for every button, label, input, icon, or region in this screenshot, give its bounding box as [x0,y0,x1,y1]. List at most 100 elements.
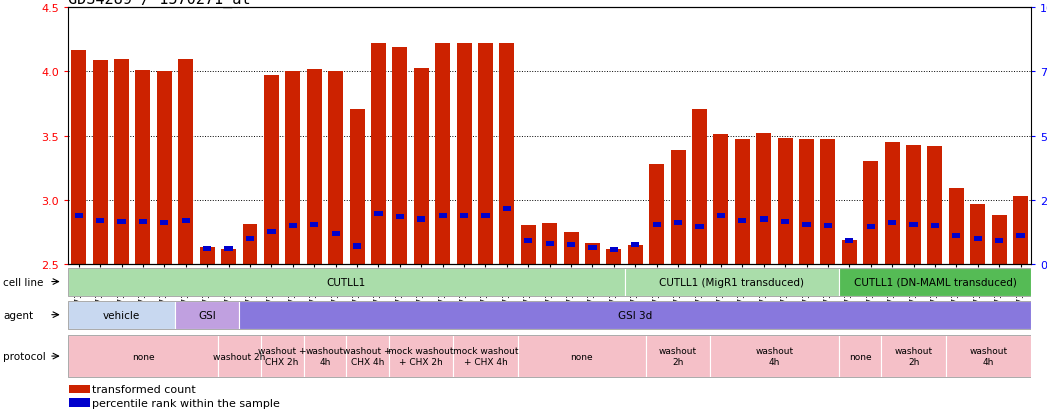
Bar [821,140,836,264]
Bar [353,244,361,249]
Bar [974,236,982,241]
Bar [182,218,190,223]
Bar [460,213,468,218]
Bar [328,72,343,264]
Bar [200,248,215,264]
Bar [439,213,447,218]
Bar [652,222,661,227]
Bar [417,217,425,222]
Text: none: none [849,352,871,361]
Bar [625,268,839,296]
Text: none: none [132,352,154,361]
Bar [717,213,725,218]
Bar [864,162,878,264]
Bar [1017,234,1025,239]
Bar [671,150,686,264]
Bar [588,245,597,250]
Bar [267,230,275,235]
Bar [139,219,147,225]
Bar [478,44,493,264]
Bar [710,335,839,377]
Bar [503,206,511,212]
Bar [953,234,960,239]
Bar [649,164,664,264]
Bar [393,48,407,264]
Bar [867,225,875,230]
Bar [713,135,729,264]
Bar [96,218,105,223]
Bar [945,335,1031,377]
Text: washout 2h: washout 2h [214,352,266,361]
Bar [68,268,625,296]
Text: GSI 3d: GSI 3d [618,310,652,320]
Text: washout +
CHX 4h: washout + CHX 4h [343,347,392,366]
Bar [240,301,1031,329]
Bar [69,398,90,407]
Bar [563,232,579,264]
Bar [885,143,899,264]
Text: percentile rank within the sample: percentile rank within the sample [92,398,280,408]
Text: none: none [571,352,593,361]
Bar [203,247,211,252]
Text: CUTLL1 (MigR1 transduced): CUTLL1 (MigR1 transduced) [660,277,804,287]
Bar [949,189,964,264]
Bar [436,44,450,264]
Bar [261,335,304,377]
Bar [286,72,300,264]
Bar [175,301,240,329]
Bar [906,145,921,264]
Bar [888,221,896,226]
Bar [350,109,364,264]
Bar [499,44,514,264]
Text: cell line: cell line [3,277,44,287]
Bar [71,50,86,264]
Bar [178,59,194,264]
Bar [289,223,297,228]
Bar [882,335,945,377]
Bar [567,242,575,248]
Bar [246,236,254,241]
Bar [839,268,1031,296]
Text: CUTLL1: CUTLL1 [327,277,366,287]
Bar [802,222,810,227]
Text: protocol: protocol [3,351,46,361]
Bar [824,223,832,228]
Bar [545,241,554,247]
Bar [839,335,882,377]
Bar [135,71,151,264]
Bar [799,140,814,264]
Text: GDS4289 / 1570271_at: GDS4289 / 1570271_at [68,0,250,8]
Bar [243,225,258,264]
Bar [542,223,557,264]
Bar [221,249,236,264]
Bar [224,247,232,252]
Text: mock washout
+ CHX 4h: mock washout + CHX 4h [452,347,518,366]
Text: mock washout
+ CHX 2h: mock washout + CHX 2h [388,347,454,366]
Bar [931,223,939,228]
Bar [160,221,169,226]
Bar [760,217,767,222]
Bar [971,204,985,264]
Text: vehicle: vehicle [103,310,140,320]
Text: CUTLL1 (DN-MAML transduced): CUTLL1 (DN-MAML transduced) [853,277,1017,287]
Bar [609,248,618,253]
Bar [375,212,382,217]
Bar [674,221,683,226]
Bar [738,218,747,223]
Bar [606,249,621,264]
Bar [69,385,90,393]
Bar [910,222,917,227]
Bar [347,335,389,377]
Bar [456,44,471,264]
Bar [631,242,640,248]
Bar [695,225,704,230]
Bar [264,76,279,264]
Bar [928,147,942,264]
Bar [371,44,386,264]
Bar [735,140,750,264]
Bar [414,69,428,264]
Text: washout
4h: washout 4h [755,347,794,366]
Text: washout +
CHX 2h: washout + CHX 2h [258,347,307,366]
Text: washout
2h: washout 2h [894,347,933,366]
Bar [396,214,404,219]
